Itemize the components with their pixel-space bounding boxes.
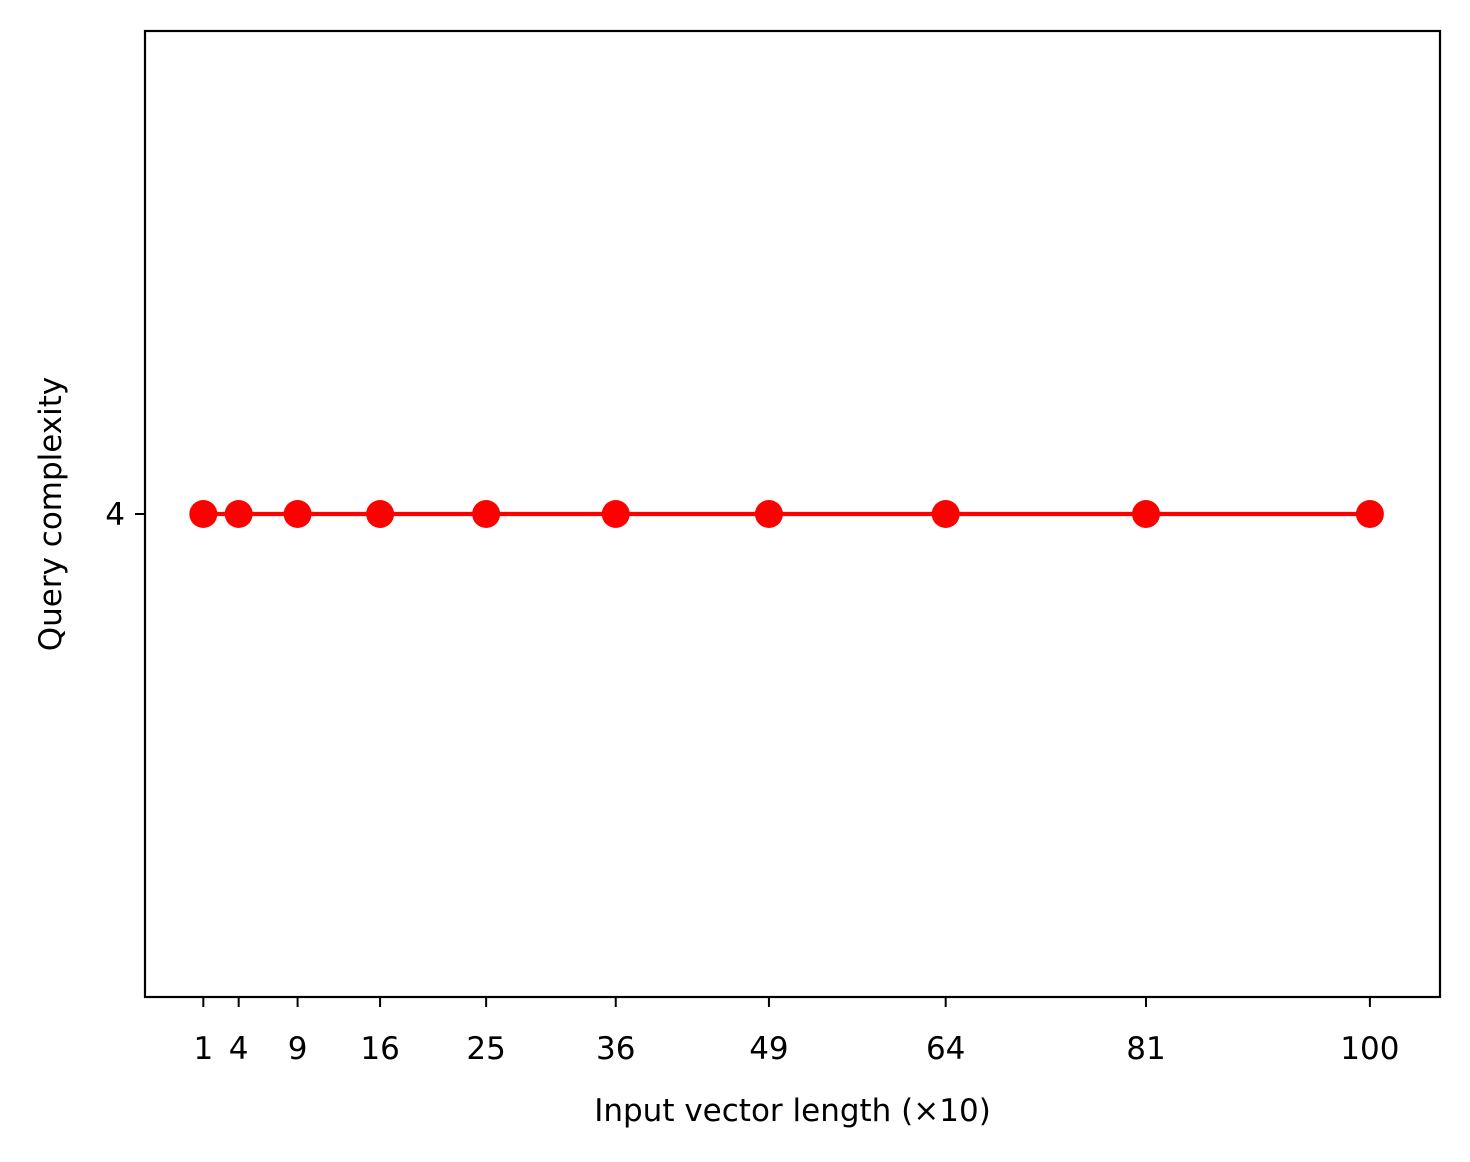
- x-tick-label: 16: [360, 1031, 399, 1067]
- x-tick-label: 36: [596, 1031, 635, 1067]
- x-tick-label: 49: [749, 1031, 788, 1067]
- x-tick-label: 1: [193, 1031, 213, 1067]
- x-axis-label: Input vector length (×10): [594, 1093, 991, 1129]
- data-point: [754, 500, 783, 528]
- y-axis-label: Query complexity: [33, 377, 69, 652]
- data-point: [224, 500, 253, 528]
- x-tick-label: 100: [1340, 1031, 1399, 1067]
- x-tick-label: 4: [229, 1031, 249, 1067]
- series-layer: [189, 500, 1384, 528]
- y-tick-label: 4: [105, 497, 125, 533]
- x-tick-label: 81: [1126, 1031, 1165, 1067]
- data-point: [366, 500, 395, 528]
- data-point: [931, 500, 960, 528]
- data-point: [1132, 500, 1161, 528]
- x-tick-label: 64: [926, 1031, 965, 1067]
- x-tick-label: 9: [288, 1031, 308, 1067]
- data-point: [601, 500, 630, 528]
- plot-frame: [143, 29, 1442, 999]
- data-point: [472, 500, 501, 528]
- data-point: [189, 500, 218, 528]
- x-tick-label: 25: [466, 1031, 505, 1067]
- data-point: [1355, 500, 1384, 528]
- data-point: [283, 500, 312, 528]
